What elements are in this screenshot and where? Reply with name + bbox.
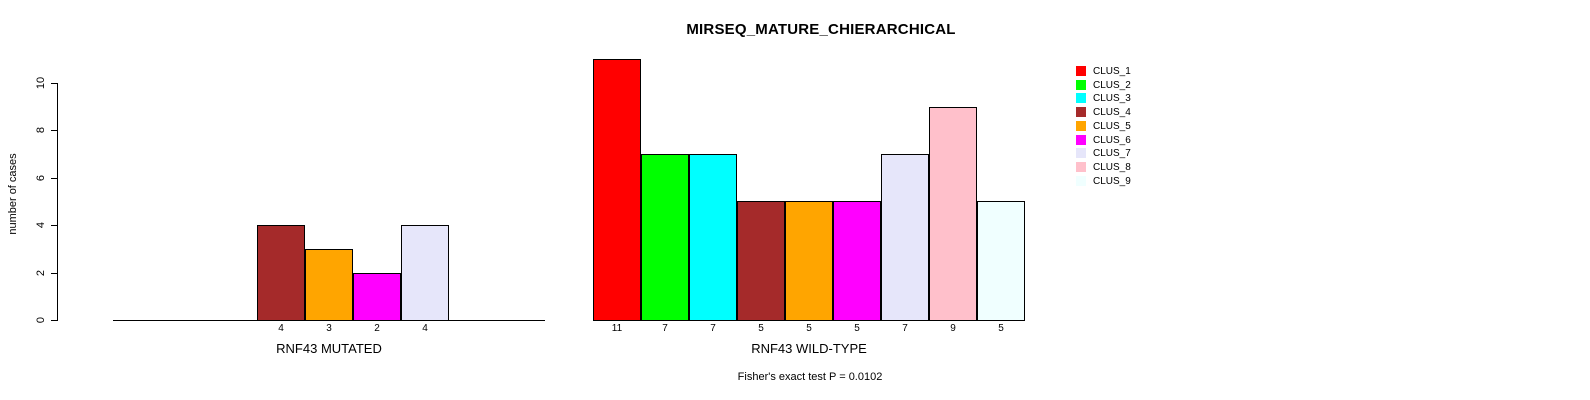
bar-value-label: 7	[662, 323, 668, 334]
footnote-pvalue: Fisher's exact test P = 0.0102	[737, 371, 883, 383]
bar-clus_7	[881, 154, 929, 321]
bar-value-label: 5	[758, 323, 764, 334]
bar-clus_4	[737, 201, 785, 321]
legend-swatch-clus_5	[1076, 120, 1086, 131]
bar-clus_4	[257, 225, 305, 321]
legend-label-clus_4: CLUS_4	[1093, 107, 1131, 119]
bar-value-label: 3	[326, 323, 332, 334]
legend-label-clus_2: CLUS_2	[1093, 79, 1131, 91]
legend-swatch-clus_2	[1076, 79, 1086, 90]
legend-swatch-clus_1	[1076, 66, 1086, 76]
bar-clus_9	[977, 201, 1025, 321]
y-axis-line	[57, 83, 58, 321]
y-tick-label: 8	[35, 126, 47, 134]
y-tick-label: 0	[35, 316, 47, 324]
group-label: RNF43 MUTATED	[276, 341, 382, 356]
bar-clus_1	[593, 59, 641, 321]
bar-clus_8	[929, 107, 977, 321]
bar-value-label: 9	[950, 323, 956, 334]
y-axis-label: number of cases	[7, 153, 19, 235]
bar-clus_5	[305, 249, 353, 321]
legend-swatch-clus_9	[1076, 175, 1086, 186]
bar-value-label: 7	[710, 323, 716, 334]
bar-clus_2	[641, 154, 689, 321]
bar-value-label: 5	[854, 323, 860, 334]
bar-value-label: 5	[998, 323, 1004, 334]
y-tick-mark	[51, 178, 57, 179]
bar-clus_5	[785, 201, 833, 321]
bar-value-label: 4	[278, 323, 284, 334]
legend-swatch-clus_4	[1076, 107, 1086, 118]
legend-swatch-clus_7	[1076, 148, 1086, 159]
legend-label-clus_1: CLUS_1	[1093, 66, 1131, 77]
y-tick-label: 2	[35, 269, 47, 277]
y-tick-mark	[51, 83, 57, 84]
y-tick-mark	[51, 225, 57, 226]
legend-swatch-clus_8	[1076, 161, 1086, 172]
bar-clus_6	[353, 273, 401, 321]
legend-label-clus_7: CLUS_7	[1093, 148, 1131, 160]
legend-swatch-clus_3	[1076, 93, 1086, 104]
bar-clus_7	[401, 225, 449, 321]
bar-clus_6	[833, 201, 881, 321]
legend-label-clus_6: CLUS_6	[1093, 134, 1131, 146]
legend-label-clus_3: CLUS_3	[1093, 93, 1131, 105]
bar-value-label: 2	[374, 323, 380, 334]
legend-label-clus_9: CLUS_9	[1093, 175, 1131, 187]
bar-value-label: 7	[902, 323, 908, 334]
y-tick-mark	[51, 320, 57, 321]
bar-value-label: 4	[422, 323, 428, 334]
legend-label-clus_8: CLUS_8	[1093, 161, 1131, 173]
y-tick-label: 6	[35, 174, 47, 182]
bar-value-label: 5	[806, 323, 812, 334]
legend-label-clus_5: CLUS_5	[1093, 120, 1131, 132]
y-tick-mark	[51, 273, 57, 274]
legend-swatch-clus_6	[1076, 134, 1086, 145]
bar-clus_3	[689, 154, 737, 321]
chart-title: MIRSEQ_MATURE_CHIERARCHICAL	[686, 21, 956, 38]
y-tick-label: 10	[35, 76, 47, 90]
y-tick-label: 4	[35, 221, 47, 229]
bar-value-label: 11	[611, 323, 623, 334]
y-tick-mark	[51, 130, 57, 131]
group-label: RNF43 WILD-TYPE	[751, 341, 867, 356]
